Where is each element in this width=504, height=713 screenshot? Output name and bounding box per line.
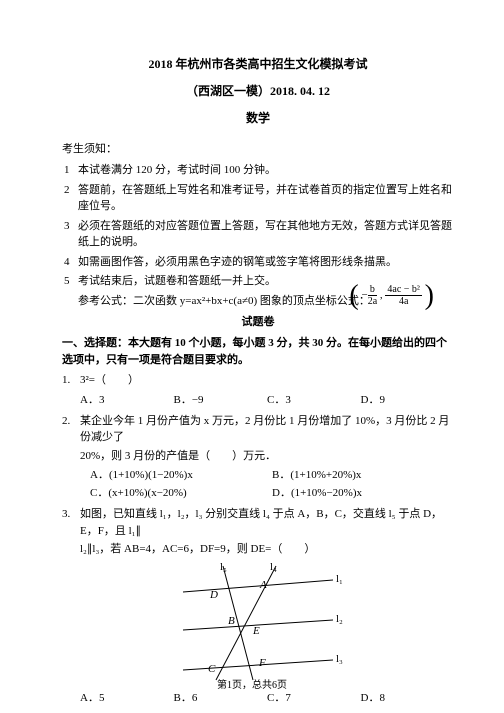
- question-2: 2. 某企业今年 1 月份产值为 x 万元，2 月份比 1 月份增加了 10%，…: [62, 413, 454, 501]
- notice-heading: 考生须知：: [62, 140, 454, 156]
- svg-text:l₁: l₁: [336, 573, 343, 585]
- svg-text:D: D: [209, 589, 218, 601]
- q-text: 3²=（ ）: [80, 372, 454, 389]
- geometry-figure: l₁ l₂ l₃ l₅ l₄ A D B E C F: [158, 560, 358, 685]
- svg-text:C: C: [208, 663, 216, 675]
- svg-text:l₂: l₂: [336, 613, 343, 625]
- notice-num: 1: [64, 162, 78, 179]
- question-1: 1. 3²=（ ） A．3 B．−9 C．3 D．9: [62, 372, 454, 407]
- svg-text:E: E: [252, 625, 260, 637]
- notice-item: 答题前，在答题纸上写姓名和准考证号，并在试卷首页的指定位置写上姓名和座位号。: [78, 182, 454, 215]
- q-text: 如图，已知直线 l₁，l₂，l₃ 分别交直线 l₄ 于点 A，B，C，交直线 l…: [80, 506, 454, 539]
- choice-b: B．−9: [174, 391, 268, 407]
- q-num: 1.: [62, 372, 80, 389]
- choice-d: D．9: [361, 391, 455, 407]
- choice-a: A．(1+10%)(1−20%)x: [90, 466, 272, 482]
- svg-text:l₅: l₅: [220, 561, 227, 573]
- notice-num: 3: [64, 218, 78, 251]
- svg-text:F: F: [258, 657, 266, 669]
- q-num: 2.: [62, 413, 80, 446]
- notice-item: 本试卷满分 120 分，考试时间 100 分钟。: [78, 162, 454, 179]
- notice-list: 1本试卷满分 120 分，考试时间 100 分钟。 2答题前，在答题纸上写姓名和…: [64, 162, 454, 309]
- title-1: 2018 年杭州市各类高中招生文化模拟考试: [62, 55, 454, 72]
- page-footer: 第1页，总共6页: [0, 676, 504, 691]
- q-text: l₂∥l₃，若 AB=4，AC=6，DF=9，则 DE=（ ）: [80, 541, 454, 558]
- title-3: 数学: [62, 109, 454, 126]
- notice-item: 必须在答题纸的对应答题位置上答题，写在其他地方无效，答题方式详见答题纸上的说明。: [78, 218, 454, 251]
- notice-num: 5: [64, 273, 78, 290]
- notice-item: 如需画图作答，必须用黑色字迹的钢笔或签字笔将图形线条描黑。: [78, 254, 454, 271]
- title-2: （西湖区一模）2018. 04. 12: [62, 82, 454, 99]
- choice-d: D．(1+10%−20%)x: [272, 484, 454, 500]
- svg-text:l₄: l₄: [270, 561, 277, 573]
- svg-text:B: B: [228, 615, 235, 627]
- q-text: 20%，则 3 月份的产值是（ ）万元．: [80, 448, 454, 465]
- svg-text:A: A: [259, 579, 267, 591]
- q-num: 3.: [62, 506, 80, 539]
- question-3: 3. 如图，已知直线 l₁，l₂，l₃ 分别交直线 l₄ 于点 A，B，C，交直…: [62, 506, 454, 705]
- choice-a: A．3: [80, 391, 174, 407]
- choice-c: C．(x+10%)(x−20%): [90, 484, 272, 500]
- vertex-formula: ( −b2a , 4ac − b²4a ): [349, 275, 434, 317]
- q-text: 某企业今年 1 月份产值为 x 万元，2 月份比 1 月份增加了 10%，3 月…: [80, 413, 454, 446]
- notice-num: 4: [64, 254, 78, 271]
- section-heading: 一、选择题：本大题有 10 个小题，每小题 3 分，共 30 分。在每小题给出的…: [62, 335, 454, 368]
- choice-c: C．3: [267, 391, 361, 407]
- svg-text:l₃: l₃: [336, 653, 343, 665]
- choice-b: B．(1+10%+20%)x: [272, 466, 454, 482]
- notice-num: 2: [64, 182, 78, 215]
